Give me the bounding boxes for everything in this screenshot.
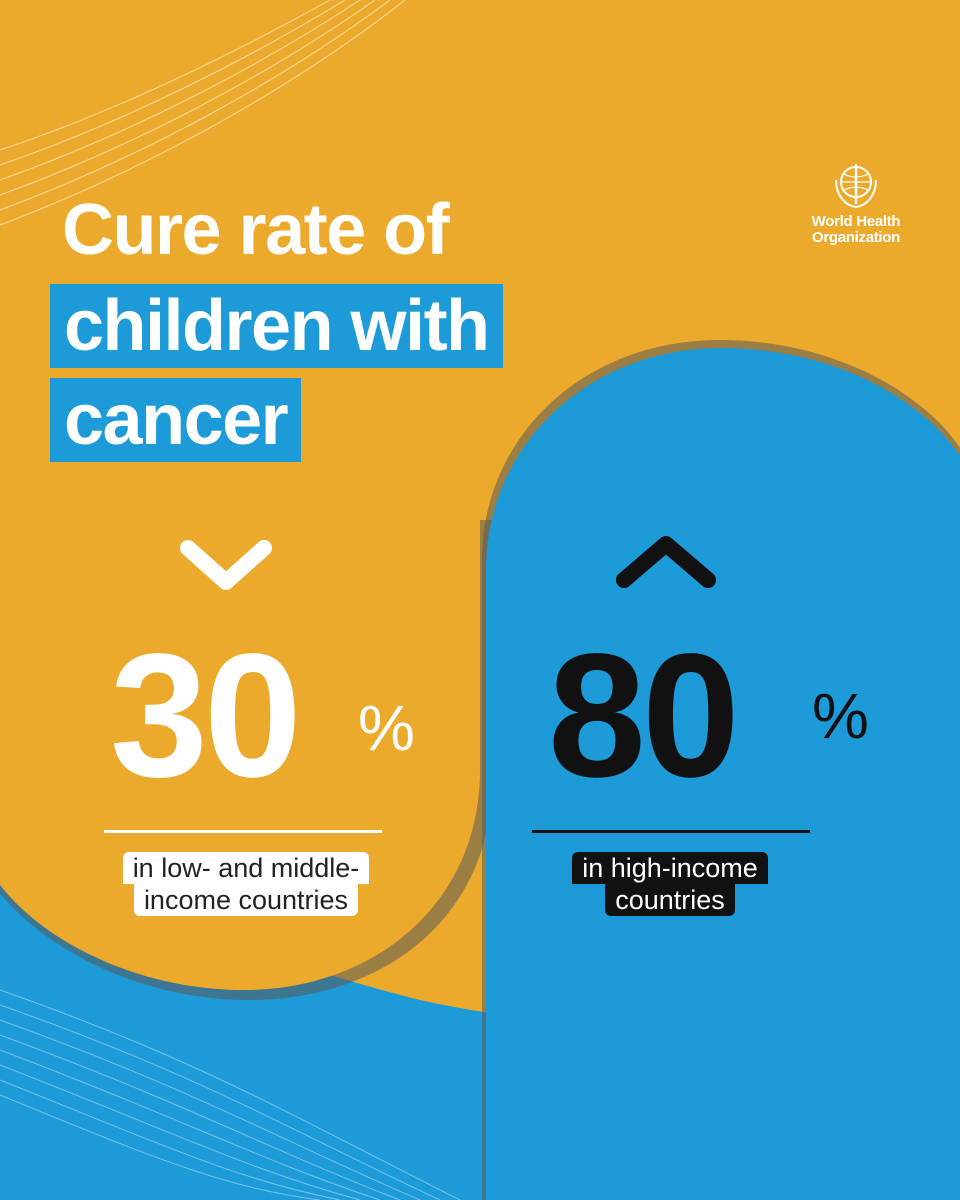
- high-income-caption-line-1: in high-income: [572, 852, 768, 884]
- high-income-unit: %: [812, 680, 869, 752]
- low-income-divider: [104, 830, 382, 833]
- blue-pill: [486, 348, 960, 1200]
- low-income-caption-line-1: in low- and middle-: [122, 852, 370, 884]
- title-line-1: Cure rate of: [62, 190, 450, 270]
- high-income-caption: in high-income countries: [520, 852, 820, 916]
- low-income-caption: in low- and middle- income countries: [96, 852, 396, 916]
- logo-line-1: World Health: [811, 213, 901, 230]
- low-income-caption-line-2: income countries: [133, 884, 359, 916]
- title-line-2: children with: [50, 284, 503, 368]
- logo-line-2: Organization: [811, 229, 901, 246]
- title-line-3: cancer: [50, 378, 302, 462]
- chevron-down-icon: [180, 540, 272, 590]
- low-income-unit: %: [358, 692, 415, 764]
- chevron-up-icon: [616, 536, 716, 588]
- low-income-value: 30: [110, 618, 302, 814]
- high-income-caption-line-2: countries: [605, 884, 735, 916]
- who-emblem-icon: [835, 164, 877, 209]
- who-logo: World Health Organization: [808, 160, 904, 246]
- decorative-lines-bottom: [0, 989, 461, 1200]
- high-income-divider: [532, 830, 810, 833]
- decorative-lines-top: [0, 0, 406, 226]
- high-income-value: 80: [548, 618, 740, 814]
